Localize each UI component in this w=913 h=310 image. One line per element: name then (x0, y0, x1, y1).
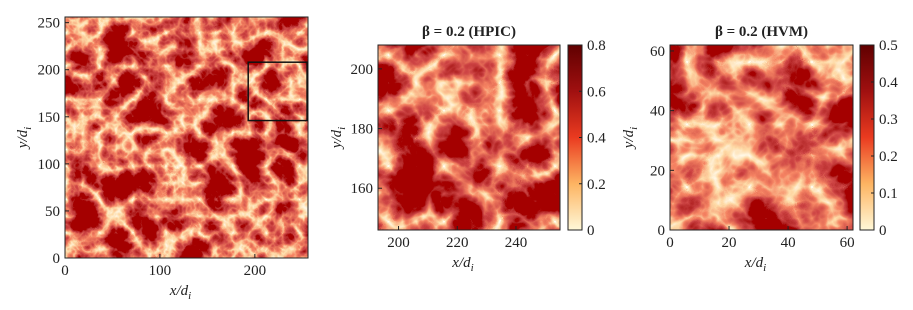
x-tick-label: 0 (666, 235, 674, 251)
y-tick-label: 50 (45, 204, 60, 220)
y-tick-label: 200 (351, 62, 374, 78)
colorbar-tick-label: 0.5 (879, 38, 898, 54)
x-axis-label: x/di (169, 283, 191, 302)
y-axis-label: y/di (15, 127, 34, 150)
x-tick-label: 0 (61, 263, 69, 279)
y-tick-label: 200 (38, 63, 61, 79)
y-axis-label: y/di (329, 127, 348, 150)
plot-frame (64, 16, 309, 259)
x-axis-label: x/di (451, 255, 473, 274)
y-tick-label: 150 (38, 110, 61, 126)
colorbar-tick-label: 0 (587, 223, 595, 239)
y-axis-label: y/di (621, 127, 640, 150)
x-tick-label: 240 (505, 235, 528, 251)
x-axis-label: x/di (744, 255, 766, 274)
plot-frame (377, 44, 561, 231)
y-tick-label: 0 (658, 223, 666, 239)
colorbar-tick-label: 0.2 (879, 149, 898, 165)
x-tick-label: 200 (387, 235, 410, 251)
plot-frame (669, 44, 854, 231)
y-tick-label: 160 (351, 181, 374, 197)
x-tick-label: 60 (840, 235, 855, 251)
panel-title: β = 0.2 (HVM) (715, 24, 808, 40)
colorbar (859, 44, 875, 231)
x-tick-label: 220 (446, 235, 469, 251)
y-tick-label: 40 (650, 104, 665, 120)
y-tick-label: 180 (351, 122, 374, 138)
y-tick-label: 250 (38, 16, 61, 32)
x-tick-label: 200 (244, 263, 267, 279)
x-tick-label: 100 (149, 263, 172, 279)
colorbar-tick-label: 0.6 (587, 84, 606, 100)
colorbar-tick-label: 0.4 (587, 131, 606, 147)
x-tick-label: 20 (722, 235, 737, 251)
colorbar-tick-label: 0.2 (587, 177, 606, 193)
y-tick-label: 20 (650, 163, 665, 179)
y-tick-label: 60 (650, 44, 665, 60)
x-tick-label: 40 (781, 235, 796, 251)
colorbar-tick-label: 0.3 (879, 112, 898, 128)
colorbar-tick-label: 0.1 (879, 186, 898, 202)
heatmap-field (670, 45, 853, 230)
panel-title: β = 0.2 (HPIC) (422, 24, 516, 40)
colorbar-tick-label: 0.4 (879, 75, 898, 91)
colorbar-tick-label: 0.8 (587, 38, 606, 54)
y-tick-label: 100 (38, 157, 61, 173)
colorbar-tick-label: 0 (879, 223, 887, 239)
heatmap-field (378, 45, 560, 230)
y-tick-label: 0 (53, 251, 61, 267)
heatmap-field (65, 17, 308, 258)
inset-box (247, 61, 308, 122)
